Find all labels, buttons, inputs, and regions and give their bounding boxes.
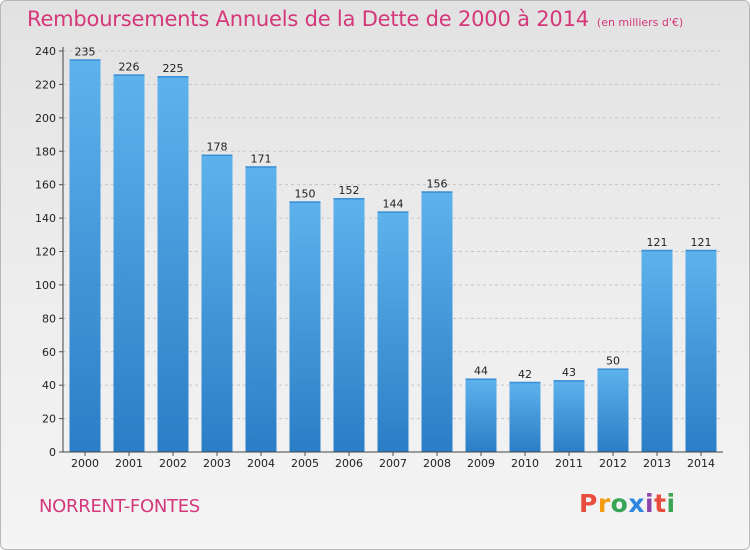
commune-name: NORRENT-FONTES (39, 496, 200, 517)
x-tick-label: 2004 (247, 457, 275, 470)
bar (157, 76, 189, 452)
y-tick-label: 240 (35, 45, 56, 58)
value-label: 225 (163, 62, 184, 75)
x-tick-label: 2001 (115, 457, 143, 470)
bar-top-edge (509, 381, 541, 384)
x-tick-label: 2006 (335, 457, 363, 470)
value-label: 171 (251, 152, 272, 165)
value-label: 42 (518, 368, 532, 381)
bar (421, 191, 453, 452)
value-label: 152 (339, 184, 360, 197)
bar (685, 249, 717, 452)
logo-letter: P (579, 489, 598, 518)
y-tick-label: 0 (49, 446, 56, 459)
y-tick-label: 100 (35, 279, 56, 292)
value-label: 235 (75, 45, 96, 58)
value-label: 121 (691, 236, 712, 249)
x-tick-label: 2012 (599, 457, 627, 470)
bar-top-edge (465, 378, 497, 380)
value-label: 50 (606, 354, 620, 367)
logo-letter: t (654, 489, 667, 518)
x-tick-label: 2002 (159, 457, 187, 470)
bar (377, 211, 409, 452)
proxiti-logo: Proxiti (579, 489, 676, 518)
x-tick-label: 2009 (467, 457, 495, 470)
y-tick-label: 40 (42, 379, 56, 392)
bar-top-edge (157, 76, 189, 78)
x-tick-label: 2003 (203, 457, 231, 470)
bar-top-edge (69, 59, 101, 61)
bar-top-edge (597, 368, 629, 370)
value-label: 43 (562, 366, 576, 379)
bar (69, 59, 101, 453)
bar (333, 198, 365, 452)
value-label: 226 (119, 60, 140, 73)
bar (245, 166, 277, 452)
value-label: 44 (474, 364, 488, 377)
y-tick-label: 220 (35, 78, 56, 91)
x-tick-label: 2014 (687, 457, 715, 470)
bar-top-edge (377, 211, 409, 213)
bar (201, 154, 233, 452)
y-tick-label: 200 (35, 112, 56, 125)
bar-top-edge (245, 166, 277, 168)
logo-letter: r (597, 489, 611, 518)
y-tick-label: 160 (35, 179, 56, 192)
x-tick-label: 2013 (643, 457, 671, 470)
bar (641, 249, 673, 452)
y-tick-label: 120 (35, 246, 56, 259)
bar (289, 201, 321, 452)
logo-letter: i (666, 489, 676, 518)
x-tick-label: 2000 (71, 457, 99, 470)
bar-top-edge (641, 249, 673, 252)
value-label: 144 (383, 197, 404, 210)
bar (113, 74, 145, 453)
x-tick-label: 2010 (511, 457, 539, 470)
logo-letter: i (645, 489, 655, 518)
bar-top-edge (113, 74, 145, 76)
chart-title-text: Remboursements Annuels de la Dette de 20… (27, 7, 589, 31)
bar-top-edge (289, 201, 321, 203)
x-tick-label: 2007 (379, 457, 407, 470)
bar (597, 368, 629, 452)
y-tick-label: 140 (35, 212, 56, 225)
value-label: 178 (207, 141, 228, 154)
x-tick-label: 2008 (423, 457, 451, 470)
y-tick-label: 180 (35, 145, 56, 158)
value-label: 156 (427, 177, 448, 190)
bar-top-edge (421, 191, 453, 193)
bar (509, 381, 541, 452)
bar-top-edge (553, 380, 585, 382)
bar-top-edge (333, 198, 365, 200)
bar-top-edge (685, 249, 717, 252)
y-tick-label: 20 (42, 413, 56, 426)
bar-top-edge (201, 154, 233, 157)
bar (553, 380, 585, 452)
value-label: 150 (295, 187, 316, 200)
y-tick-label: 60 (42, 346, 56, 359)
chart-title: Remboursements Annuels de la Dette de 20… (27, 7, 683, 31)
y-tick-label: 80 (42, 312, 56, 325)
x-tick-label: 2011 (555, 457, 583, 470)
chart-subtitle: (en milliers d'€) (596, 16, 684, 29)
value-label: 121 (647, 236, 668, 249)
logo-letter: o (610, 489, 629, 518)
logo-letter: x (628, 489, 645, 518)
bar (465, 378, 497, 452)
x-tick-label: 2005 (291, 457, 319, 470)
